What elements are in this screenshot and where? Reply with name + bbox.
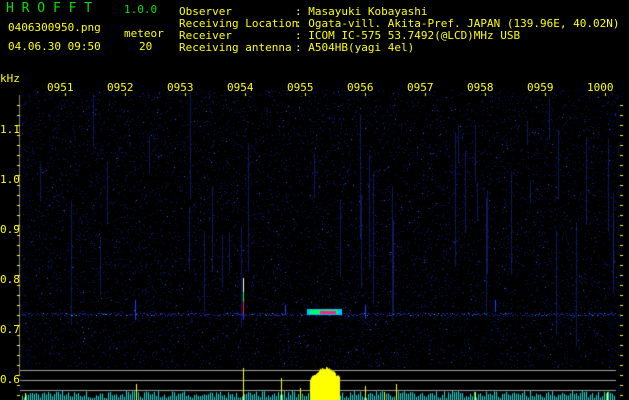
- file-name: 0406300950.png: [8, 21, 101, 34]
- freq-label: 0.7: [0, 323, 20, 336]
- info-observer: Observer: Masayuki Kobayashi: [179, 5, 428, 18]
- time-label: 0958: [467, 81, 494, 94]
- info-antenna: Receiving antenna: A504HB(yagi 4el): [179, 41, 415, 54]
- time-label: 1000: [587, 81, 614, 94]
- axis-unit: kHz: [0, 72, 20, 85]
- app-version: 1.0.0: [124, 3, 158, 16]
- freq-label: 1.0: [0, 173, 20, 186]
- meteor-label: meteor: [124, 27, 164, 40]
- time-label: 0956: [347, 81, 374, 94]
- time-label: 0954: [227, 81, 254, 94]
- freq-label: 1.1: [0, 123, 20, 136]
- app-title: H R O F F T: [6, 1, 93, 16]
- freq-label: 0.9: [0, 223, 20, 236]
- time-label: 0955: [287, 81, 314, 94]
- time-label: 0959: [527, 81, 554, 94]
- file-datetime: 04.06.30 09:50: [8, 40, 101, 53]
- time-label: 0951: [47, 81, 74, 94]
- time-label: 0952: [107, 81, 134, 94]
- time-label: 0957: [407, 81, 434, 94]
- meteor-count: 20: [139, 40, 153, 53]
- info-receiver: Receiver: ICOM IC-575 53.7492(@LCD)MHz U…: [179, 29, 521, 42]
- time-label: 0953: [167, 81, 194, 94]
- freq-label: 0.6: [0, 373, 20, 386]
- freq-label: 0.8: [0, 273, 20, 286]
- info-location: Receiving Location: Ogata-vill. Akita-Pr…: [179, 17, 620, 30]
